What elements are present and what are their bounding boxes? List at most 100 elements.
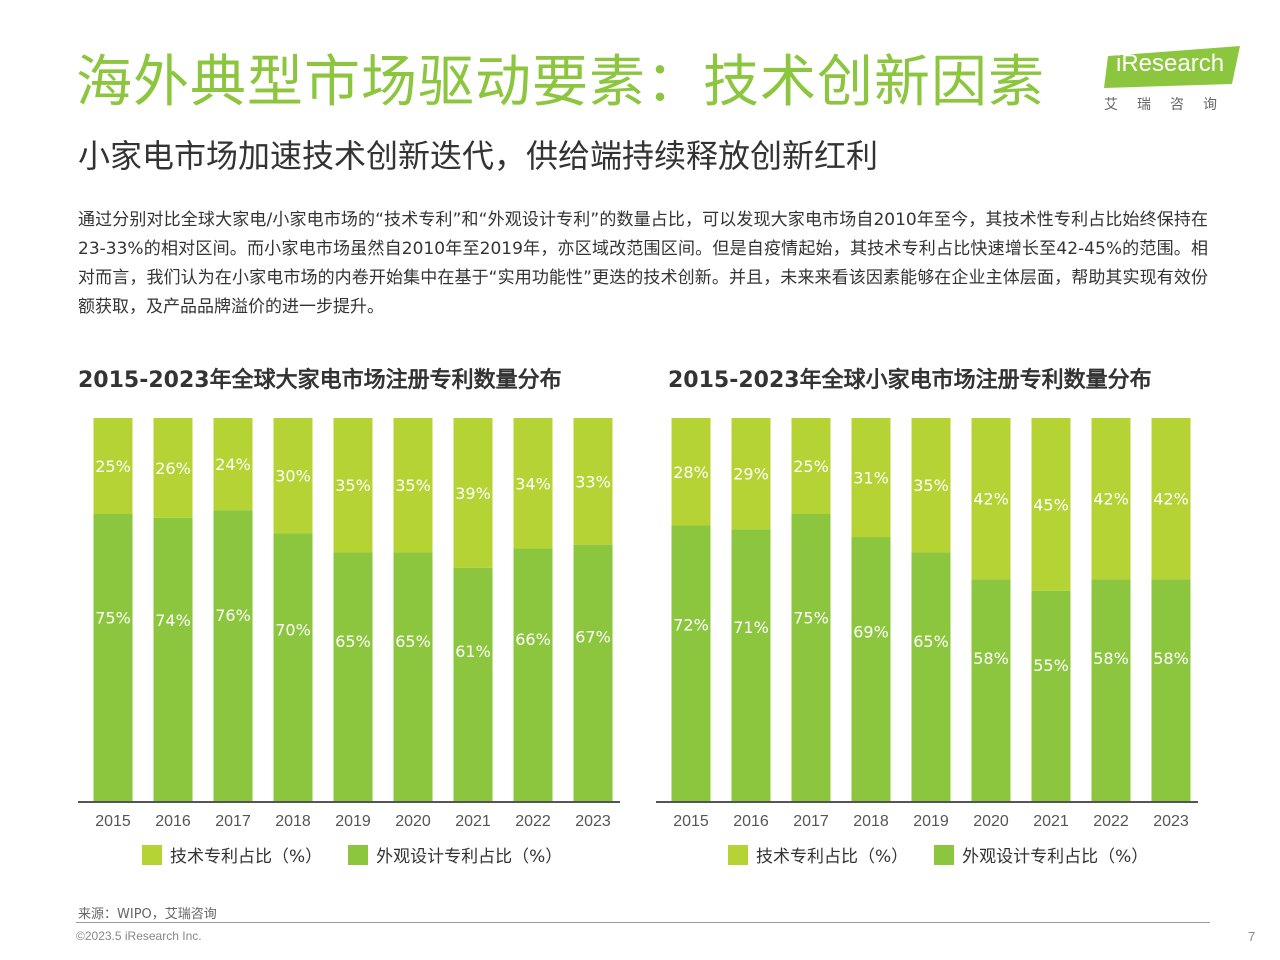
bar-design-2016 — [153, 517, 193, 802]
x-tick-label-2015: 2015 — [95, 813, 131, 830]
data-label-tech-2020: 42% — [973, 490, 1009, 509]
data-label-tech-2020: 35% — [395, 476, 431, 495]
bar-design-2022 — [513, 548, 553, 802]
logo-brand-text: iResearch — [1116, 50, 1225, 77]
bar-tech-2017 — [213, 418, 253, 511]
legend-label-design: 外观设计专利占比（%） — [962, 847, 1149, 867]
page-title: 海外典型市场驱动要素：技术创新因素 — [76, 50, 1045, 115]
data-label-design-2021: 55% — [1033, 656, 1069, 675]
chart-title-small-appliance: 2015-2023年全球小家电市场注册专利数量分布 — [668, 368, 1152, 393]
x-tick-label-2022: 2022 — [1093, 813, 1129, 830]
data-label-tech-2023: 33% — [575, 472, 611, 491]
x-tick-label-2023: 2023 — [575, 813, 611, 830]
data-label-tech-2019: 35% — [335, 476, 371, 495]
copyright: ©2023.5 iResearch Inc. — [76, 929, 202, 943]
x-tick-label-2023: 2023 — [1153, 813, 1189, 830]
legend-swatch-tech — [728, 844, 748, 865]
bar-tech-2015 — [671, 418, 711, 526]
legend-label-design: 外观设计专利占比（%） — [376, 847, 563, 867]
x-tick-label-2015: 2015 — [673, 813, 709, 830]
data-label-design-2016: 74% — [155, 611, 191, 630]
x-tick-label-2016: 2016 — [733, 813, 769, 830]
bar-tech-2018 — [851, 418, 891, 538]
data-label-design-2015: 75% — [95, 608, 131, 627]
bar-design-2021 — [1031, 590, 1071, 802]
data-label-tech-2021: 39% — [455, 484, 491, 503]
bar-tech-2019 — [911, 418, 951, 553]
legend-item-design: 外观设计专利占比（%） — [348, 842, 562, 867]
bar-design-2019 — [333, 552, 373, 802]
footer-divider — [76, 922, 1210, 923]
bar-tech-2021 — [453, 418, 493, 568]
bar-tech-2022 — [513, 418, 553, 549]
bar-tech-2020 — [393, 418, 433, 553]
data-label-tech-2015: 25% — [95, 457, 131, 476]
bar-tech-2021 — [1031, 418, 1071, 591]
bar-design-2018 — [273, 533, 313, 802]
data-label-tech-2016: 26% — [155, 459, 191, 478]
data-label-design-2019: 65% — [913, 632, 949, 651]
x-tick-label-2019: 2019 — [913, 813, 949, 830]
legend-large-appliance: 技术专利占比（%） 外观设计专利占比（%） — [142, 842, 588, 867]
logo-badge-icon — [1104, 46, 1240, 88]
data-label-tech-2016: 29% — [733, 465, 769, 484]
legend-item-design: 外观设计专利占比（%） — [934, 842, 1148, 867]
bar-design-2016 — [731, 529, 771, 802]
legend-small-appliance: 技术专利占比（%） 外观设计专利占比（%） — [728, 842, 1174, 867]
data-label-design-2020: 58% — [973, 649, 1009, 668]
data-label-design-2017: 76% — [215, 606, 251, 625]
bar-tech-2018 — [273, 418, 313, 534]
bar-tech-2015 — [93, 418, 133, 514]
legend-item-tech: 技术专利占比（%） — [728, 842, 908, 867]
legend-label-tech: 技术专利占比（%） — [170, 847, 323, 867]
bar-design-2018 — [851, 537, 891, 802]
bar-design-2022 — [1091, 579, 1131, 802]
x-tick-label-2017: 2017 — [215, 813, 251, 830]
data-label-tech-2022: 34% — [515, 474, 551, 493]
bar-design-2017 — [213, 510, 253, 802]
legend-label-tech: 技术专利占比（%） — [756, 847, 909, 867]
logo-cn-text: 艾瑞咨询 — [1104, 97, 1236, 113]
data-label-design-2016: 71% — [733, 618, 769, 637]
x-tick-label-2020: 2020 — [395, 813, 431, 830]
legend-swatch-design — [934, 844, 955, 865]
bar-design-2015 — [671, 525, 711, 802]
data-label-tech-2015: 28% — [673, 463, 709, 482]
bar-design-2023 — [573, 544, 613, 802]
bar-tech-2023 — [1151, 418, 1191, 580]
data-label-tech-2019: 35% — [913, 476, 949, 495]
x-tick-label-2016: 2016 — [155, 813, 191, 830]
x-tick-label-2021: 2021 — [1033, 813, 1069, 830]
bar-design-2023 — [1151, 579, 1191, 802]
source-note: 来源：WIPO，艾瑞咨询 — [78, 907, 217, 922]
bar-design-2020 — [393, 552, 433, 802]
data-label-design-2021: 61% — [455, 642, 491, 661]
chart-small-appliance: 28% 72% 2015 29% 71% 2016 25% 75% 2017 31% 69% 2018… — [656, 418, 1198, 830]
legend-item-tech: 技术专利占比（%） — [142, 842, 322, 867]
x-tick-label-2021: 2021 — [455, 813, 491, 830]
data-label-design-2019: 65% — [335, 632, 371, 651]
data-label-design-2023: 67% — [575, 627, 611, 646]
data-label-tech-2018: 31% — [853, 469, 889, 488]
x-tick-label-2018: 2018 — [275, 813, 311, 830]
data-label-tech-2021: 45% — [1033, 495, 1069, 514]
x-tick-label-2020: 2020 — [973, 813, 1009, 830]
legend-swatch-tech — [142, 844, 162, 865]
data-label-design-2017: 75% — [793, 608, 829, 627]
data-label-design-2022: 66% — [515, 630, 551, 649]
data-label-design-2023: 58% — [1153, 649, 1189, 668]
chart-title-large-appliance: 2015-2023年全球大家电市场注册专利数量分布 — [78, 368, 562, 393]
page-subtitle: 小家电市场加速技术创新迭代，供给端持续释放创新红利 — [78, 137, 879, 175]
x-tick-label-2018: 2018 — [853, 813, 889, 830]
legend-swatch-design — [348, 844, 369, 865]
bar-tech-2016 — [153, 418, 193, 518]
data-label-design-2022: 58% — [1093, 649, 1129, 668]
chart-large-appliance: 25% 75% 2015 26% 74% 2016 24% 76% 2017 30% 70% 2018… — [78, 418, 620, 830]
bar-tech-2022 — [1091, 418, 1131, 580]
bar-design-2019 — [911, 552, 951, 802]
bar-tech-2019 — [333, 418, 373, 553]
iresearch-logo: iResearch 艾瑞咨询 — [1098, 44, 1248, 114]
data-label-tech-2017: 25% — [793, 457, 829, 476]
data-label-tech-2018: 30% — [275, 467, 311, 486]
data-label-tech-2017: 24% — [215, 455, 251, 474]
